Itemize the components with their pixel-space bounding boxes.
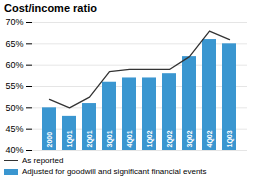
html-text:Adjusted for goodwill and sign: Adjusted for goodwill and significant fi… (22, 167, 207, 176)
svg-text:60%: 60% (5, 60, 23, 70)
svg-text:2Q01: 2Q01 (86, 130, 94, 147)
html-text:Cost/income ratio: Cost/income ratio (4, 2, 97, 14)
svg-text:1Q01: 1Q01 (66, 130, 74, 147)
svg-text:4Q01: 4Q01 (126, 130, 134, 147)
svg-text:4Q02: 4Q02 (206, 130, 214, 147)
svg-text:2000: 2000 (46, 132, 53, 148)
html-text:As reported: As reported (22, 156, 64, 165)
svg-text:3Q01: 3Q01 (106, 130, 114, 147)
svg-text:3Q02: 3Q02 (186, 130, 194, 147)
svg-text:50%: 50% (5, 103, 23, 113)
svg-text:70%: 70% (5, 17, 23, 27)
svg-text:40%: 40% (5, 145, 23, 154)
svg-text:65%: 65% (5, 39, 23, 49)
svg-text:55%: 55% (5, 81, 23, 91)
svg-text:1Q03: 1Q03 (226, 130, 234, 147)
svg-text:2Q02: 2Q02 (166, 130, 174, 147)
svg-text:45%: 45% (5, 124, 23, 134)
svg-text:1Q02: 1Q02 (146, 130, 154, 147)
